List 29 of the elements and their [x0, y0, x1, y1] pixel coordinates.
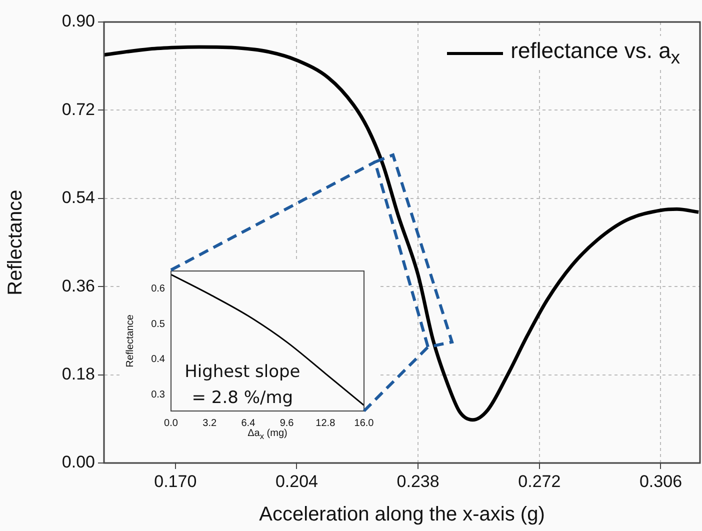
x-axis-title: Acceleration along the x-axis (g) [259, 504, 545, 526]
annotation: Highest slope [184, 362, 300, 382]
x-tick-label: 3.2 [202, 418, 217, 429]
x-tick-label: 9.6 [280, 418, 294, 429]
y-tick-label: 0.18 [62, 364, 95, 384]
y-tick-label: 0.3 [151, 389, 166, 400]
y-tick-label: 0.00 [62, 452, 95, 472]
line-series [171, 274, 364, 406]
annotation: = 2.8 %/mg [192, 388, 294, 408]
x-tick-label: 0.170 [154, 472, 197, 491]
legend-label: reflectance vs. a$_{x}$ [510, 38, 680, 68]
y-tick-label: 0.6 [151, 283, 166, 294]
y-axis-title: Reflectance [4, 190, 27, 296]
x-tick-label: 0.204 [275, 472, 318, 491]
x-tick-label: 0.272 [518, 472, 561, 491]
y-tick-label: 0.72 [62, 100, 95, 119]
x-tick-label: 12.8 [316, 418, 336, 429]
y-tick-label: 0.54 [62, 188, 95, 208]
x-tick-label: 6.4 [241, 418, 256, 429]
x-axis-title: Δa$_{x}$ (mg) [246, 428, 290, 441]
x-tick-label: 16.0 [354, 418, 374, 429]
x-tick-label: 0.0 [164, 418, 178, 429]
x-tick-label: 0.306 [639, 472, 682, 491]
x-tick-label: 0.238 [396, 472, 440, 491]
y-axis-title: Reflectance [124, 314, 136, 368]
y-tick-label: 0.90 [62, 12, 95, 31]
y-tick-label: 0.5 [151, 318, 166, 330]
y-tick-label: 0.36 [62, 276, 95, 296]
y-tick-label: 0.4 [151, 354, 166, 366]
